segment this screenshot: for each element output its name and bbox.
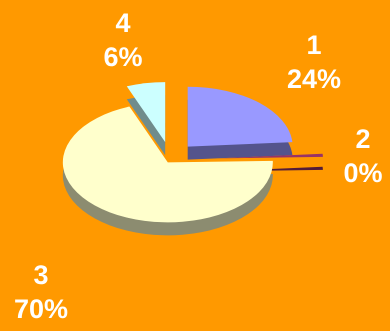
data-label-1-value: 24% xyxy=(286,64,342,94)
data-label-1-category: 1 xyxy=(306,30,322,60)
data-label-3: 3 70% xyxy=(6,262,76,323)
data-label-1: 1 24% xyxy=(282,32,346,93)
pie-slice-3 xyxy=(62,106,273,223)
data-label-2: 2 0% xyxy=(336,126,390,187)
data-label-4-category: 4 xyxy=(115,8,131,38)
data-label-4: 4 6% xyxy=(96,10,150,71)
pie-slice-1 xyxy=(187,86,293,147)
data-label-4-value: 6% xyxy=(103,42,143,72)
pie-slice-4 xyxy=(126,82,166,143)
data-label-2-category: 2 xyxy=(355,124,371,154)
data-label-3-value: 70% xyxy=(13,294,69,324)
data-label-3-category: 3 xyxy=(33,260,49,290)
pie-slice-2 xyxy=(217,153,323,159)
data-label-2-value: 0% xyxy=(343,158,383,188)
